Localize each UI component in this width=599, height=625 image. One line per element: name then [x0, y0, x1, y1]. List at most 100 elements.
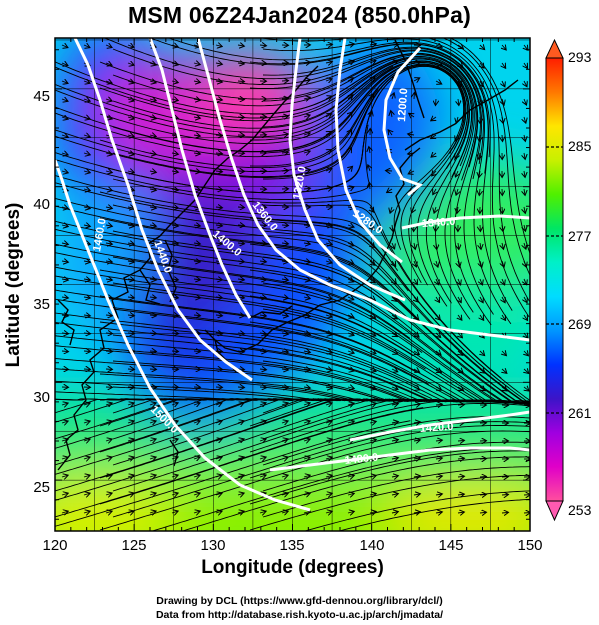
wind-arrow — [127, 81, 134, 83]
wind-arrow — [171, 315, 178, 316]
wind-arrow — [281, 493, 288, 495]
y-axis-label: Latitude (degrees) — [3, 202, 24, 368]
y-tick-label: 30 — [33, 389, 50, 406]
wind-arrow — [127, 63, 134, 65]
wind-arrow — [369, 351, 376, 353]
wind-arrow — [369, 403, 376, 405]
wind-arrow — [237, 81, 244, 82]
wind-arrow — [455, 134, 458, 140]
wind-arrow — [502, 224, 503, 231]
wind-arrow — [457, 423, 464, 424]
wind-arrow — [237, 511, 244, 513]
wind-arrow — [281, 297, 288, 298]
wind-arrow — [61, 403, 68, 405]
streamline — [55, 345, 436, 402]
wind-arrow — [105, 403, 112, 405]
y-tick-label: 25 — [33, 479, 50, 496]
streamline — [249, 425, 530, 479]
wind-arrow — [127, 403, 134, 405]
wind-arrow — [61, 225, 68, 226]
wind-arrow — [105, 333, 112, 334]
wind-arrow — [83, 403, 90, 405]
wind-arrow — [281, 387, 288, 388]
streamline — [112, 230, 530, 404]
wind-arrow — [524, 296, 527, 302]
wind-arrow — [127, 117, 134, 119]
streamline — [262, 416, 530, 466]
wind-arrow — [325, 297, 332, 299]
wind-arrow — [127, 225, 134, 226]
wind-arrow — [281, 511, 288, 513]
wind-arrow — [325, 188, 332, 189]
wind-arrow — [480, 278, 482, 285]
wind-arrow — [391, 440, 398, 441]
wind-arrow — [480, 296, 483, 302]
wind-arrow — [370, 225, 374, 230]
wind-arrow — [215, 189, 222, 190]
wind-arrow — [502, 134, 503, 141]
wind-arrow — [303, 188, 310, 189]
wind-arrow — [105, 457, 112, 459]
wind-arrow — [435, 387, 441, 390]
wind-arrow — [171, 45, 178, 47]
wind-arrow — [347, 315, 354, 317]
wind-arrow — [524, 260, 526, 267]
wind-arrow — [171, 493, 178, 495]
streamline — [250, 60, 471, 304]
wind-arrow — [105, 225, 112, 226]
wind-arrow — [237, 333, 244, 334]
wind-arrow — [127, 207, 134, 208]
wind-arrow — [480, 315, 483, 320]
wind-arrow — [436, 278, 439, 284]
wind-arrow — [303, 261, 310, 262]
wind-arrow — [171, 207, 178, 208]
wind-arrow — [348, 167, 352, 171]
wind-arrow — [413, 494, 420, 495]
wind-arrow — [347, 78, 353, 81]
wind-arrow — [215, 279, 222, 280]
wind-arrow — [458, 333, 462, 337]
wind-arrow — [61, 171, 68, 173]
wind-arrow — [105, 421, 112, 423]
wind-arrow — [370, 297, 375, 300]
wind-arrow — [348, 112, 352, 117]
wind-arrow — [392, 315, 397, 319]
wind-arrow — [435, 81, 441, 84]
wind-arrow — [325, 387, 332, 388]
wind-arrow — [480, 80, 483, 86]
wind-arrow — [105, 207, 112, 208]
wind-arrow — [524, 369, 528, 373]
wind-arrow — [431, 135, 436, 138]
wind-arrow — [259, 511, 266, 513]
wind-arrow — [392, 93, 394, 100]
wind-arrow — [347, 187, 354, 189]
contour-label: 1320.0 — [291, 165, 309, 200]
wind-arrow — [413, 404, 420, 405]
streamline — [55, 69, 397, 158]
wind-arrow — [325, 225, 332, 226]
streamline — [55, 289, 417, 373]
wind-arrow — [391, 351, 397, 354]
wind-arrow — [193, 99, 200, 100]
wind-arrow — [105, 81, 112, 83]
wind-arrow — [237, 63, 244, 64]
wind-arrow — [524, 333, 528, 338]
wind-arrow — [457, 476, 464, 477]
wind-arrow — [259, 369, 266, 370]
wind-arrow — [259, 315, 266, 316]
wind-arrow — [325, 169, 332, 171]
colorbar-tick-label: 293 — [568, 49, 592, 65]
wind-arrow — [149, 297, 156, 298]
wind-arrow — [456, 188, 458, 195]
wind-arrow — [524, 387, 529, 391]
wind-arrow — [325, 511, 332, 513]
streamline — [55, 182, 409, 292]
wind-arrow — [149, 333, 156, 334]
wind-arrow — [369, 440, 376, 441]
wind-arrow — [501, 495, 508, 496]
wind-arrow — [215, 351, 222, 352]
credit-data: Data from http://database.rish.kyoto-u.a… — [155, 609, 444, 621]
wind-arrow — [391, 458, 398, 459]
wind-arrow — [325, 243, 332, 245]
wind-arrow — [237, 369, 244, 370]
